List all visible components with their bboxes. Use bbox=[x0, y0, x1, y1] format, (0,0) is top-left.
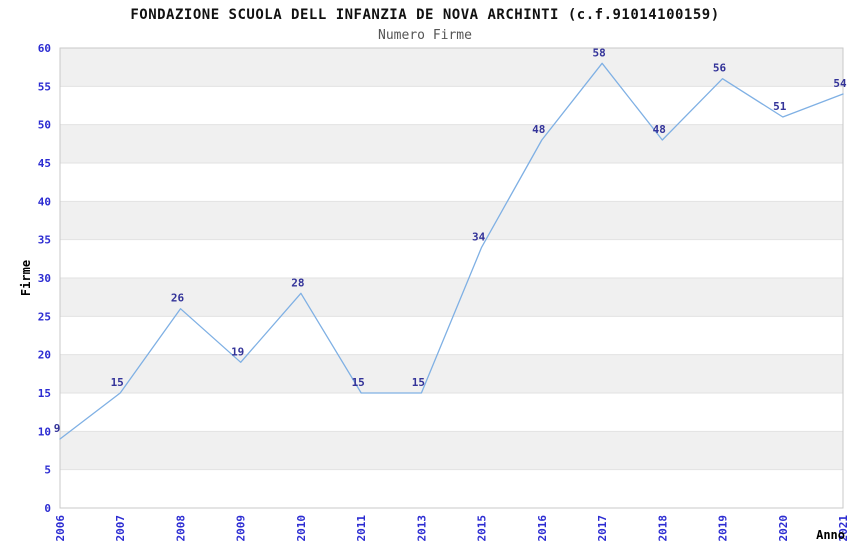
y-tick-label: 45 bbox=[38, 157, 51, 170]
data-point-label: 15 bbox=[412, 376, 425, 389]
band bbox=[60, 163, 843, 202]
x-tick-label: 2021 bbox=[837, 515, 850, 542]
chart-subtitle: Numero Firme bbox=[378, 28, 472, 43]
y-tick-label: 35 bbox=[38, 234, 51, 247]
data-point-label: 58 bbox=[592, 46, 605, 59]
x-tick-label: 2008 bbox=[175, 515, 188, 542]
x-tick-label: 2018 bbox=[656, 515, 669, 542]
x-tick-label: 2020 bbox=[777, 515, 790, 542]
x-tick-label: 2013 bbox=[415, 515, 428, 542]
data-point-label: 48 bbox=[653, 123, 666, 136]
data-point-labels: 9 15 26 19 28 15 15 34 48 58 48 56 51 54 bbox=[54, 46, 847, 435]
y-axis-tick-labels: 0 5 10 15 20 25 30 35 40 45 50 55 60 bbox=[38, 42, 51, 515]
y-tick-label: 20 bbox=[38, 349, 51, 362]
x-tick-label: 2007 bbox=[114, 515, 127, 542]
x-axis-tick-labels: 2006 2007 2008 2009 2010 2011 2013 2015 2016 2017… bbox=[54, 515, 850, 542]
data-point-label: 19 bbox=[231, 345, 244, 358]
band bbox=[60, 431, 843, 470]
data-point-label: 9 bbox=[54, 422, 61, 435]
x-tick-label: 2017 bbox=[596, 515, 609, 542]
x-tick-label: 2015 bbox=[476, 515, 489, 542]
y-tick-label: 60 bbox=[38, 42, 51, 55]
data-point-label: 15 bbox=[352, 376, 365, 389]
y-tick-label: 40 bbox=[38, 195, 51, 208]
band bbox=[60, 201, 843, 240]
x-tick-label: 2009 bbox=[235, 515, 248, 542]
data-point-label: 34 bbox=[472, 230, 486, 243]
x-tick-label: 2016 bbox=[536, 515, 549, 542]
x-tick-label: 2006 bbox=[54, 515, 67, 542]
y-tick-label: 0 bbox=[44, 502, 51, 515]
data-point-label: 56 bbox=[713, 62, 727, 75]
band bbox=[60, 86, 843, 125]
band bbox=[60, 124, 843, 163]
data-point-label: 48 bbox=[532, 123, 545, 136]
y-tick-label: 10 bbox=[38, 425, 51, 438]
x-tick-label: 2011 bbox=[355, 515, 368, 542]
y-tick-label: 25 bbox=[38, 310, 51, 323]
band bbox=[60, 239, 843, 278]
x-axis-title: Anno bbox=[816, 528, 845, 542]
data-point-label: 15 bbox=[111, 376, 124, 389]
x-tick-label: 2010 bbox=[295, 515, 308, 542]
data-point-label: 54 bbox=[833, 77, 847, 90]
band bbox=[60, 469, 843, 508]
y-tick-label: 15 bbox=[38, 387, 51, 400]
data-point-label: 28 bbox=[291, 276, 304, 289]
band bbox=[60, 316, 843, 355]
band bbox=[60, 354, 843, 393]
band bbox=[60, 393, 843, 432]
data-point-label: 51 bbox=[773, 100, 787, 113]
y-tick-label: 30 bbox=[38, 272, 51, 285]
chart-title: FONDAZIONE SCUOLA DELL INFANZIA DE NOVA … bbox=[130, 7, 720, 23]
x-tick-label: 2019 bbox=[717, 515, 730, 542]
y-tick-label: 55 bbox=[38, 80, 51, 93]
data-point-label: 26 bbox=[171, 292, 185, 305]
y-axis-title: Firme bbox=[19, 260, 33, 296]
plot-area: 9 15 26 19 28 15 15 34 48 58 48 56 51 54 0 5 10 15 20 25 30 3… bbox=[38, 42, 850, 542]
band bbox=[60, 278, 843, 317]
y-tick-label: 5 bbox=[44, 464, 51, 477]
y-tick-label: 50 bbox=[38, 119, 51, 132]
background-bands bbox=[60, 48, 843, 508]
firme-series-line bbox=[59, 62, 844, 440]
plot-border bbox=[59, 47, 844, 509]
band bbox=[60, 48, 843, 87]
